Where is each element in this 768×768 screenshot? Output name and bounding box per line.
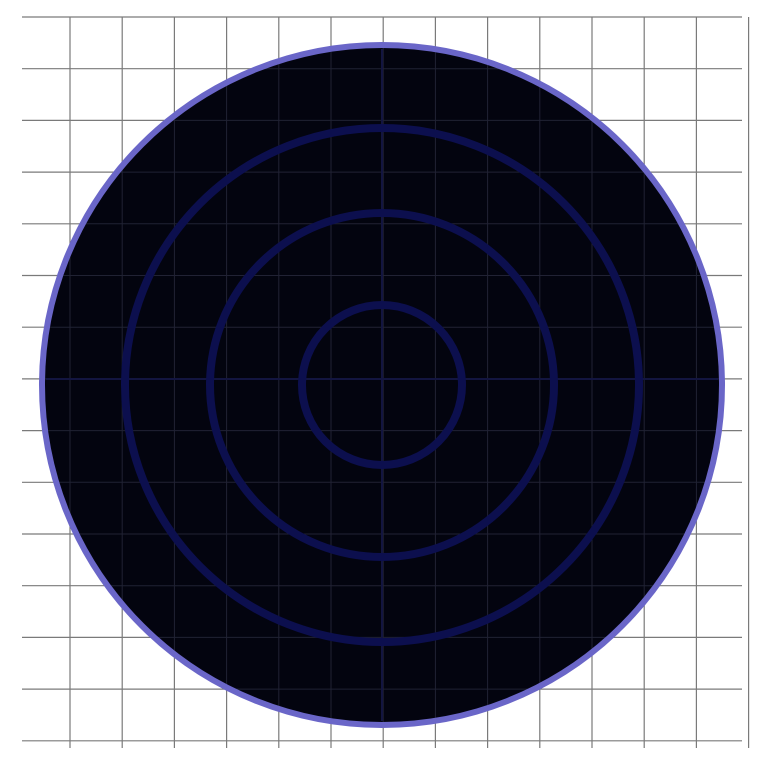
target-ring (206, 209, 558, 561)
target-ring (298, 301, 466, 469)
target-rings (121, 124, 643, 646)
crosshair (46, 49, 718, 721)
target-ring (121, 124, 643, 646)
